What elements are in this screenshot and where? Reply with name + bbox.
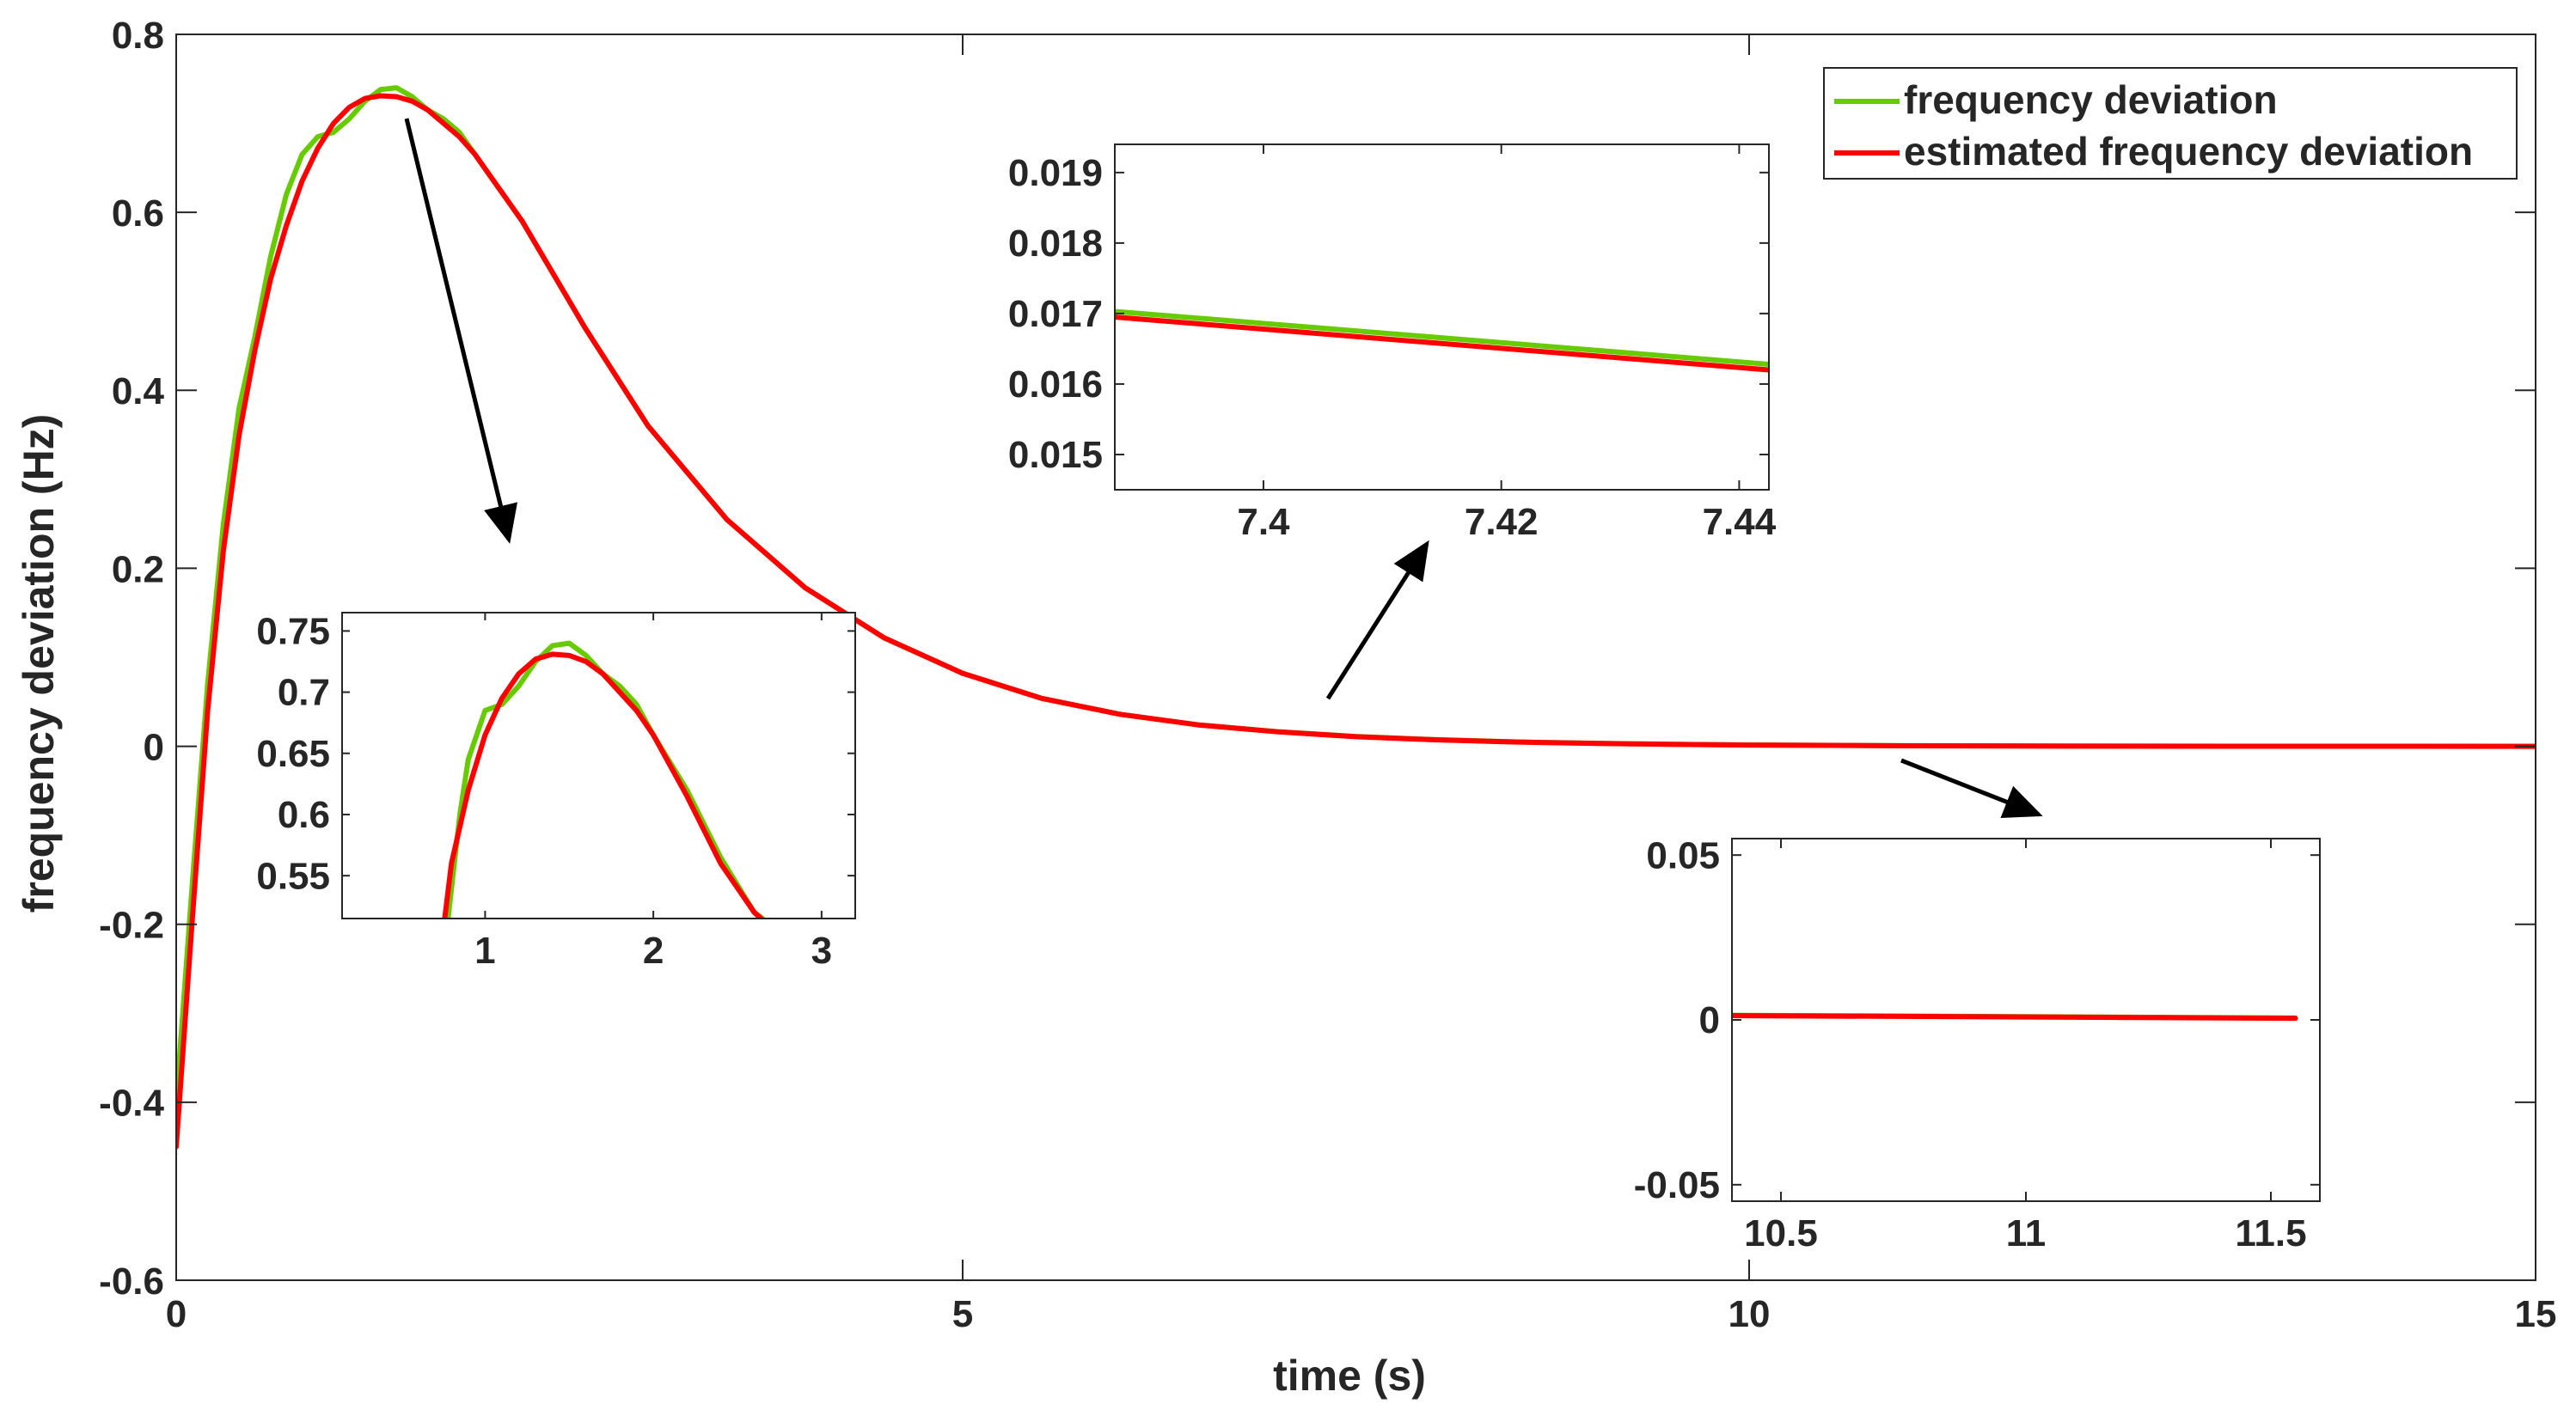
inset-mid-series-estimated-frequency-deviation bbox=[1115, 314, 1769, 373]
inset-peak-xtick-label: 2 bbox=[643, 930, 664, 972]
annotation-arrows bbox=[404, 118, 2043, 818]
main-ytick-label: -0.6 bbox=[99, 1260, 164, 1303]
inset-peak-ytick-label: 0.6 bbox=[278, 794, 330, 836]
main-axes-box bbox=[175, 34, 2536, 1281]
inset-mid-series-group bbox=[1115, 308, 1769, 373]
inset-tail-xtick-label: 10.5 bbox=[1744, 1212, 1818, 1254]
arrow-to-inset-peak bbox=[404, 118, 517, 544]
inset-mid-xtick-label: 7.44 bbox=[1703, 501, 1777, 543]
inset-tail-xtick-label: 11.5 bbox=[2235, 1212, 2306, 1254]
main-ytick-label: -0.2 bbox=[99, 905, 164, 947]
main-ytick-label: 0.2 bbox=[112, 548, 164, 590]
legend-label-estimated-frequency-deviation: estimated frequency deviation bbox=[1904, 129, 2473, 174]
inset-tail-ytick-label: 0.05 bbox=[1646, 834, 1720, 876]
inset-peak-series-frequency-deviation bbox=[445, 640, 766, 919]
inset-mid-ytick-label: 0.018 bbox=[1008, 223, 1103, 265]
main-xtick-label: 5 bbox=[952, 1293, 973, 1335]
legend-box bbox=[1823, 67, 2518, 180]
inset-peak-plot: 1 2 3 0.55 0.6 0.65 0.7 0.75 bbox=[256, 610, 856, 972]
inset-mid-ytick-label: 0.015 bbox=[1008, 434, 1103, 476]
legend-label-frequency-deviation: frequency deviation bbox=[1904, 77, 2278, 122]
main-ytick-label: -0.4 bbox=[99, 1083, 164, 1125]
inset-peak-xtick-label: 3 bbox=[811, 930, 832, 972]
inset-mid-xtick-label: 7.42 bbox=[1465, 501, 1539, 543]
main-xtick-label: 0 bbox=[166, 1293, 187, 1335]
inset-mid-plot: 7.4 7.42 7.44 0.015 0.016 0.017 0.018 0.019 bbox=[1008, 143, 1777, 543]
y-axis-label: frequency deviation (Hz) bbox=[15, 414, 63, 913]
main-xtick-label: 10 bbox=[1729, 1293, 1771, 1335]
main-series-group bbox=[176, 85, 2536, 1150]
inset-peak-ytick-label: 0.65 bbox=[256, 733, 330, 775]
main-ytick-label: 0 bbox=[144, 726, 164, 768]
main-ytick-label: 0.8 bbox=[112, 15, 164, 57]
inset-mid-ytick-label: 0.016 bbox=[1008, 363, 1103, 406]
inset-mid-axes-box bbox=[1114, 143, 1770, 491]
main-xtick-label: 15 bbox=[2515, 1293, 2557, 1335]
inset-mid-series-frequency-deviation bbox=[1115, 308, 1769, 367]
inset-mid-ytick-label: 0.017 bbox=[1008, 293, 1103, 335]
inset-peak-ytick-label: 0.7 bbox=[278, 672, 330, 714]
inset-mid-ytick-label: 0.019 bbox=[1008, 152, 1103, 194]
main-ytick-label: 0.4 bbox=[112, 370, 165, 412]
inset-peak-ytick-label: 0.55 bbox=[256, 855, 330, 897]
main-plot: 0 5 10 15-0.6-0.4-0.200.20.40.60.8 bbox=[99, 15, 2556, 1335]
main-ytick-label: 0.6 bbox=[112, 192, 164, 235]
inset-tail-ytick-label: -0.05 bbox=[1634, 1164, 1720, 1206]
inset-mid-background bbox=[1115, 144, 1769, 490]
inset-tail-plot: 10.5 11 11.5 -0.05 0 0.05 bbox=[1634, 834, 2321, 1254]
legend: frequency deviation estimated frequency … bbox=[1823, 67, 2518, 180]
inset-tail-series-group bbox=[1732, 1012, 2298, 1022]
inset-peak-xtick-label: 1 bbox=[474, 930, 495, 972]
inset-peak-background bbox=[342, 613, 855, 919]
inset-tail-ytick-label: 0 bbox=[1699, 999, 1720, 1041]
arrow-to-inset-mid bbox=[1325, 540, 1429, 700]
arrow-to-inset-tail bbox=[1900, 758, 2043, 818]
inset-peak-axes-box bbox=[341, 612, 856, 919]
inset-mid-xtick-label: 7.4 bbox=[1237, 501, 1290, 543]
inset-peak-series-estimated-frequency-deviation bbox=[442, 651, 764, 919]
inset-peak-ytick-label: 0.75 bbox=[256, 610, 330, 652]
inset-tail-xtick-label: 11 bbox=[2006, 1212, 2047, 1254]
inset-peak-series-group bbox=[442, 640, 766, 919]
inset-tail-series-estimated-frequency-deviation bbox=[1732, 1013, 2298, 1022]
x-axis-label: time (s) bbox=[1273, 1352, 1426, 1400]
main-series-estimated-frequency-deviation bbox=[176, 93, 2536, 1150]
